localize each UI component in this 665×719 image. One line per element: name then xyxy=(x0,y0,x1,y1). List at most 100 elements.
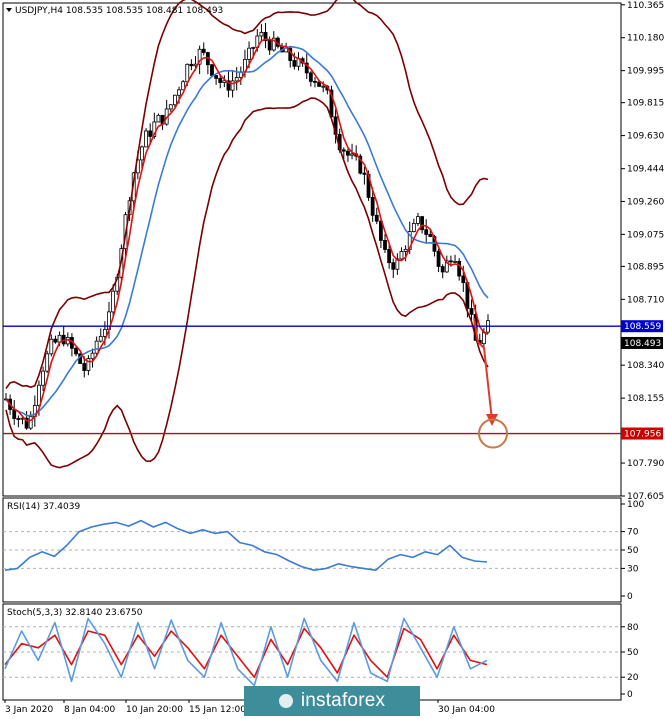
time-axis-label-1: 8 Jan 04:00 xyxy=(64,705,116,715)
current-price-bg xyxy=(621,336,663,349)
bollinger-upper-line xyxy=(5,0,489,389)
candle-body-74 xyxy=(308,72,313,82)
level-label-0: 108.559 xyxy=(624,322,661,332)
candle-body-110 xyxy=(457,260,462,277)
watermark-text: instaforex xyxy=(300,690,386,711)
instaforex-logo-icon xyxy=(278,694,293,708)
indicator-axis-label-1-2: 50 xyxy=(627,546,639,556)
price-axis-label-0: 110.365 xyxy=(627,1,664,11)
candle-body-2 xyxy=(12,409,17,419)
candle-body-103 xyxy=(428,234,433,237)
indicator-axis-label-2-2: 20 xyxy=(627,673,639,683)
candle-body-89 xyxy=(370,197,375,216)
candle-body-94 xyxy=(391,262,396,270)
candle-body-97 xyxy=(403,248,408,252)
candle-body-26 xyxy=(111,290,116,313)
ma-slow-line xyxy=(5,45,489,417)
candle-body-113 xyxy=(469,308,474,315)
indicator-axis-label-1-4: 0 xyxy=(627,592,633,602)
candle-body-87 xyxy=(362,172,367,175)
target-circle xyxy=(478,418,508,449)
candle-body-108 xyxy=(449,260,453,263)
indicator-line-2-main xyxy=(4,617,488,687)
candle-body-41 xyxy=(173,94,177,106)
price-axis-label-2: 109.995 xyxy=(627,67,664,77)
candle-body-8 xyxy=(37,384,41,406)
candle-body-109 xyxy=(453,260,457,263)
candle-body-107 xyxy=(444,260,449,273)
price-chart-title: USDJPY,H4 108.535 108.535 108.481 108.49… xyxy=(15,6,223,16)
candle-body-37 xyxy=(156,114,161,123)
candle-body-3 xyxy=(16,418,21,420)
price-axis-label-6: 109.260 xyxy=(627,197,664,207)
candle-body-17 xyxy=(74,347,78,355)
candle-body-84 xyxy=(350,153,354,156)
price-axis-label-4: 109.630 xyxy=(627,132,664,142)
candle-body-19 xyxy=(82,363,87,371)
candle-body-20 xyxy=(86,358,91,371)
candle-body-56 xyxy=(234,77,239,82)
indicator-line-1-values xyxy=(4,519,488,572)
candle-body-75 xyxy=(313,81,317,83)
candle-body-60 xyxy=(251,47,256,49)
indicator-title-2: Stoch(5,3,3) 32.8140 23.6750 xyxy=(7,608,143,618)
price-axis-label-11: 108.155 xyxy=(627,394,664,404)
candle-body-34 xyxy=(144,130,148,148)
time-axis-label-3: 15 Jan 12:00 xyxy=(189,705,246,715)
price-axis-label-10: 108.340 xyxy=(627,361,664,371)
candle-body-82 xyxy=(341,149,346,152)
candle-body-90 xyxy=(374,214,379,222)
candle-body-54 xyxy=(226,80,231,91)
level-label-bg-1 xyxy=(621,427,663,440)
time-axis-label-4: 30 Jan 04:00 xyxy=(438,705,495,715)
candle-body-111 xyxy=(461,275,466,284)
candle-body-106 xyxy=(440,266,445,273)
price-axis-label-1: 110.180 xyxy=(627,34,664,44)
indicator-line-2-signal xyxy=(4,627,488,679)
price-axis-label-13: 107.605 xyxy=(627,492,664,502)
candle-body-33 xyxy=(140,146,144,161)
candle-body-12 xyxy=(53,338,58,343)
indicator-title-1: RSI(14) 37.4039 xyxy=(7,502,80,512)
candle-body-21 xyxy=(90,352,95,360)
indicator-axis-label-1-3: 30 xyxy=(627,564,639,574)
candle-body-55 xyxy=(230,80,235,91)
candle-body-9 xyxy=(41,370,45,386)
title-triangle-icon xyxy=(6,8,12,12)
candle-body-77 xyxy=(321,85,326,88)
price-axis-label-5: 109.444 xyxy=(627,165,664,175)
indicator-axis-label-1-0: 100 xyxy=(627,500,644,510)
level-label-1: 107.956 xyxy=(624,430,661,440)
time-axis-label-0: 3 Jan 2020 xyxy=(5,705,53,715)
ma-fast-line xyxy=(5,38,489,422)
candle-body-5 xyxy=(24,417,29,429)
forecast-arrow-line xyxy=(473,317,493,421)
price-axis-label-7: 109.075 xyxy=(627,230,664,240)
candle-body-59 xyxy=(247,47,251,60)
candle-body-42 xyxy=(177,89,181,96)
price-axis-label-3: 109.815 xyxy=(627,99,664,109)
candle-body-52 xyxy=(218,77,223,83)
candle-body-86 xyxy=(358,155,363,174)
candle-body-6 xyxy=(28,416,33,429)
candle-body-47 xyxy=(197,48,202,65)
candle-body-24 xyxy=(102,329,107,337)
candle-body-36 xyxy=(152,121,157,137)
candle-body-73 xyxy=(304,62,309,74)
candle-body-100 xyxy=(416,216,420,224)
current-price-label: 108.493 xyxy=(624,339,661,349)
candle-body-45 xyxy=(189,63,194,67)
candle-body-62 xyxy=(259,32,264,37)
price-axis-label-12: 107.790 xyxy=(627,459,664,469)
candle-body-63 xyxy=(263,32,268,41)
price-axis-label-9: 108.710 xyxy=(627,295,664,305)
candle-body-65 xyxy=(271,37,276,51)
candle-body-101 xyxy=(420,216,424,231)
candle-body-70 xyxy=(292,60,297,67)
candle-body-93 xyxy=(387,249,392,264)
instaforex-watermark: instaforex xyxy=(244,686,420,716)
candle-body-76 xyxy=(317,81,321,87)
candle-body-102 xyxy=(424,229,429,235)
candle-body-22 xyxy=(94,340,99,354)
